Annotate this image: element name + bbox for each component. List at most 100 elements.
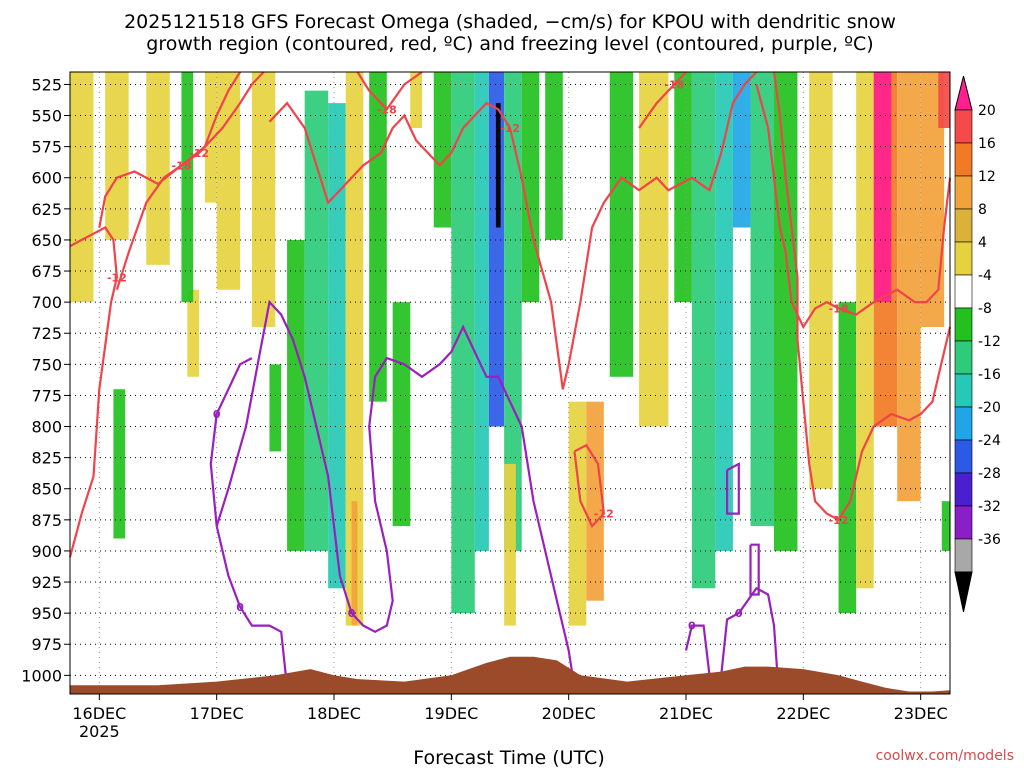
omega-shading-band: [495, 103, 501, 228]
omega-shading-band: [345, 72, 364, 626]
colorbar-segment: [954, 472, 973, 507]
omega-shading-band: [351, 501, 358, 626]
omega-shading-band: [410, 72, 422, 128]
x-tick-label: 17DEC: [190, 704, 244, 723]
dgz-contour-label: -18: [664, 78, 684, 91]
axes: 525 550 575 600 625 650 675 700 725 750 775 800 825 8…: [21, 71, 951, 741]
dgz-contour-line: [268, 71, 758, 390]
omega-shading-band: [920, 72, 945, 328]
x-tick-label: 22DEC: [776, 704, 830, 723]
y-tick-label: 975: [31, 635, 62, 654]
omega-shading-band: [938, 72, 950, 128]
omega-shading-band: [809, 72, 833, 489]
dgz-contour-line: [573, 443, 606, 529]
dgz-contour-line: [772, 71, 952, 522]
chart-title-line-2: growth region (contoured, red, ºC) and f…: [146, 33, 873, 55]
omega-shading-band: [856, 72, 874, 589]
colorbar-label: -16: [978, 367, 1001, 383]
y-tick-label: 850: [31, 480, 62, 499]
colorbar-bottom-arrow: [954, 571, 973, 613]
omega-shading-band: [146, 72, 170, 265]
colorbar-segment: [954, 406, 973, 441]
omega-shading-band: [113, 389, 126, 539]
dgz-contour-label: -18: [829, 302, 849, 315]
omega-shading-band: [774, 72, 798, 551]
omega-shading-band: [474, 72, 489, 551]
colorbar-segment: [954, 109, 973, 144]
omega-shading-band: [545, 72, 563, 240]
colorbar-segment: [954, 241, 973, 276]
omega-shading-band: [750, 72, 774, 527]
y-tick-label: 650: [31, 231, 62, 250]
freezing-contour-line: [725, 462, 740, 515]
dgz-contour-label: -18: [377, 103, 397, 116]
y-tick-label: 800: [31, 418, 62, 437]
freezing-contour-line: [720, 586, 779, 676]
omega-shading-band: [639, 72, 669, 427]
y-tick-label: 900: [31, 542, 62, 561]
colorbar-label: -24: [978, 433, 1001, 449]
freezing-contour-label: 0: [348, 607, 356, 620]
colorbar-segment: [954, 373, 973, 408]
dgz-contour-line: [638, 71, 687, 129]
y-tick-label: 625: [31, 200, 62, 219]
omega-shading-band: [609, 72, 634, 377]
colorbar-label: -4: [978, 268, 992, 284]
y-tick-label: 1000: [21, 666, 62, 685]
y-tick-label: 925: [31, 573, 62, 592]
colorbar-segment: [954, 307, 973, 342]
y-tick-label: 675: [31, 262, 62, 281]
omega-shading-band: [674, 72, 692, 303]
terrain-fill: [70, 656, 950, 694]
omega-shading-band: [504, 463, 516, 626]
chart-title-line-1: 2025121518 GFS Forecast Omega (shaded, −…: [124, 11, 896, 33]
colorbar-segment: [954, 439, 973, 474]
colorbar-segment: [954, 142, 973, 177]
freezing-contour-label: 0: [688, 620, 696, 633]
y-tick-label: 575: [31, 138, 62, 157]
omega-shading-band: [187, 289, 200, 377]
credit-link[interactable]: coolwx.com/models: [876, 748, 1014, 764]
x-tick-label: 21DEC: [659, 704, 713, 723]
colorbar-label: 4: [978, 235, 987, 251]
dgz-contour-label: -12: [829, 514, 849, 527]
dgz-contour-line: [68, 226, 119, 558]
omega-shading-band: [216, 72, 241, 290]
omega-shading-band: [181, 72, 194, 303]
colorbar-label: -20: [978, 400, 1001, 416]
omega-shading-band: [269, 364, 282, 452]
freezing-contour-line: [209, 357, 253, 527]
omega-shading-band: [715, 72, 733, 551]
colorbar-top-arrow: [954, 75, 973, 111]
freezing-contour-label: 0: [213, 408, 221, 421]
dgz-contour-line: [98, 71, 242, 228]
omega-shading-band: [369, 72, 387, 402]
omega-shading-band: [504, 72, 522, 551]
omega-shading-band: [586, 401, 604, 601]
x-tick-label: 20DEC: [542, 704, 596, 723]
colorbar-label: -36: [978, 532, 1001, 548]
colorbar-label: -32: [978, 499, 1001, 515]
omega-shading-band: [451, 72, 475, 614]
freezing-contour-line: [684, 624, 711, 676]
freezing-contour-label: 0: [735, 607, 743, 620]
colorbar-segment: [954, 175, 973, 210]
y-tick-label: 750: [31, 355, 62, 374]
dgz-contour-label: -12: [594, 508, 614, 521]
plot-frame: [69, 71, 951, 695]
colorbar: 20 16 12 8 4 -4 -8 -12 -16 -20 -24 -28 -32 -36: [954, 75, 1001, 613]
colorbar-label: -12: [978, 334, 1001, 350]
x-tick-label: 23DEC: [894, 704, 948, 723]
omega-shading-band: [70, 72, 94, 303]
omega-shading-band: [691, 72, 716, 589]
dgz-contour-line: [755, 84, 952, 330]
x-tick-label: 16DEC: [72, 704, 126, 723]
omega-shading-band: [105, 72, 129, 240]
x-tick-label: 18DEC: [307, 704, 361, 723]
x-year-label: 2025: [79, 722, 120, 741]
colorbar-segment: [954, 208, 973, 243]
omega-shading-band: [204, 72, 217, 203]
y-tick-label: 550: [31, 107, 62, 126]
